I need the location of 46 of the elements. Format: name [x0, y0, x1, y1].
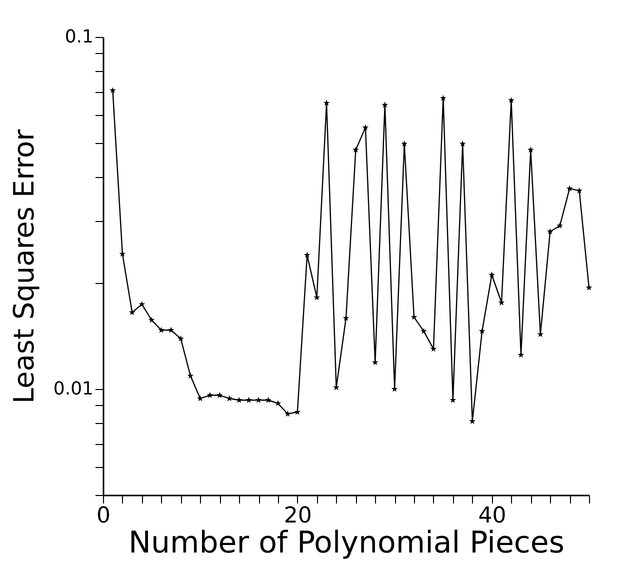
point — [556, 222, 564, 228]
x-tick-label: 40 — [478, 504, 506, 528]
point — [274, 400, 282, 406]
point — [304, 252, 310, 258]
point — [566, 185, 573, 192]
point — [488, 272, 495, 278]
point — [323, 100, 330, 106]
point — [138, 300, 146, 308]
point — [226, 395, 233, 402]
point — [128, 309, 136, 316]
x-axis-title: Number of Polynomial Pieces — [128, 526, 564, 560]
x-tick-label: 0 — [96, 504, 110, 528]
point — [508, 96, 514, 104]
point — [255, 396, 262, 403]
point — [158, 326, 165, 333]
point — [206, 392, 214, 398]
point — [119, 250, 126, 257]
point — [440, 94, 446, 101]
point — [382, 102, 388, 108]
point — [527, 146, 534, 153]
point — [546, 228, 554, 234]
point — [576, 187, 582, 194]
point — [178, 335, 184, 342]
y-axis-title: Least Squares Error — [7, 128, 40, 404]
point — [168, 326, 174, 333]
point — [401, 140, 408, 147]
point — [478, 328, 486, 334]
point — [342, 314, 350, 321]
point — [236, 396, 242, 403]
point — [362, 124, 369, 130]
point — [372, 359, 378, 366]
point — [265, 396, 272, 403]
point — [284, 410, 291, 417]
point — [110, 87, 116, 94]
point — [586, 284, 592, 290]
point — [187, 372, 194, 379]
point — [148, 316, 155, 323]
point — [246, 396, 252, 403]
point — [420, 328, 427, 334]
point — [459, 140, 466, 147]
point — [197, 395, 204, 402]
x-tick-label: 20 — [284, 504, 312, 528]
y-tick-label: 0.01 — [53, 378, 94, 400]
point — [216, 392, 223, 398]
point — [352, 146, 359, 153]
y-tick-label: 0.1 — [64, 26, 94, 48]
